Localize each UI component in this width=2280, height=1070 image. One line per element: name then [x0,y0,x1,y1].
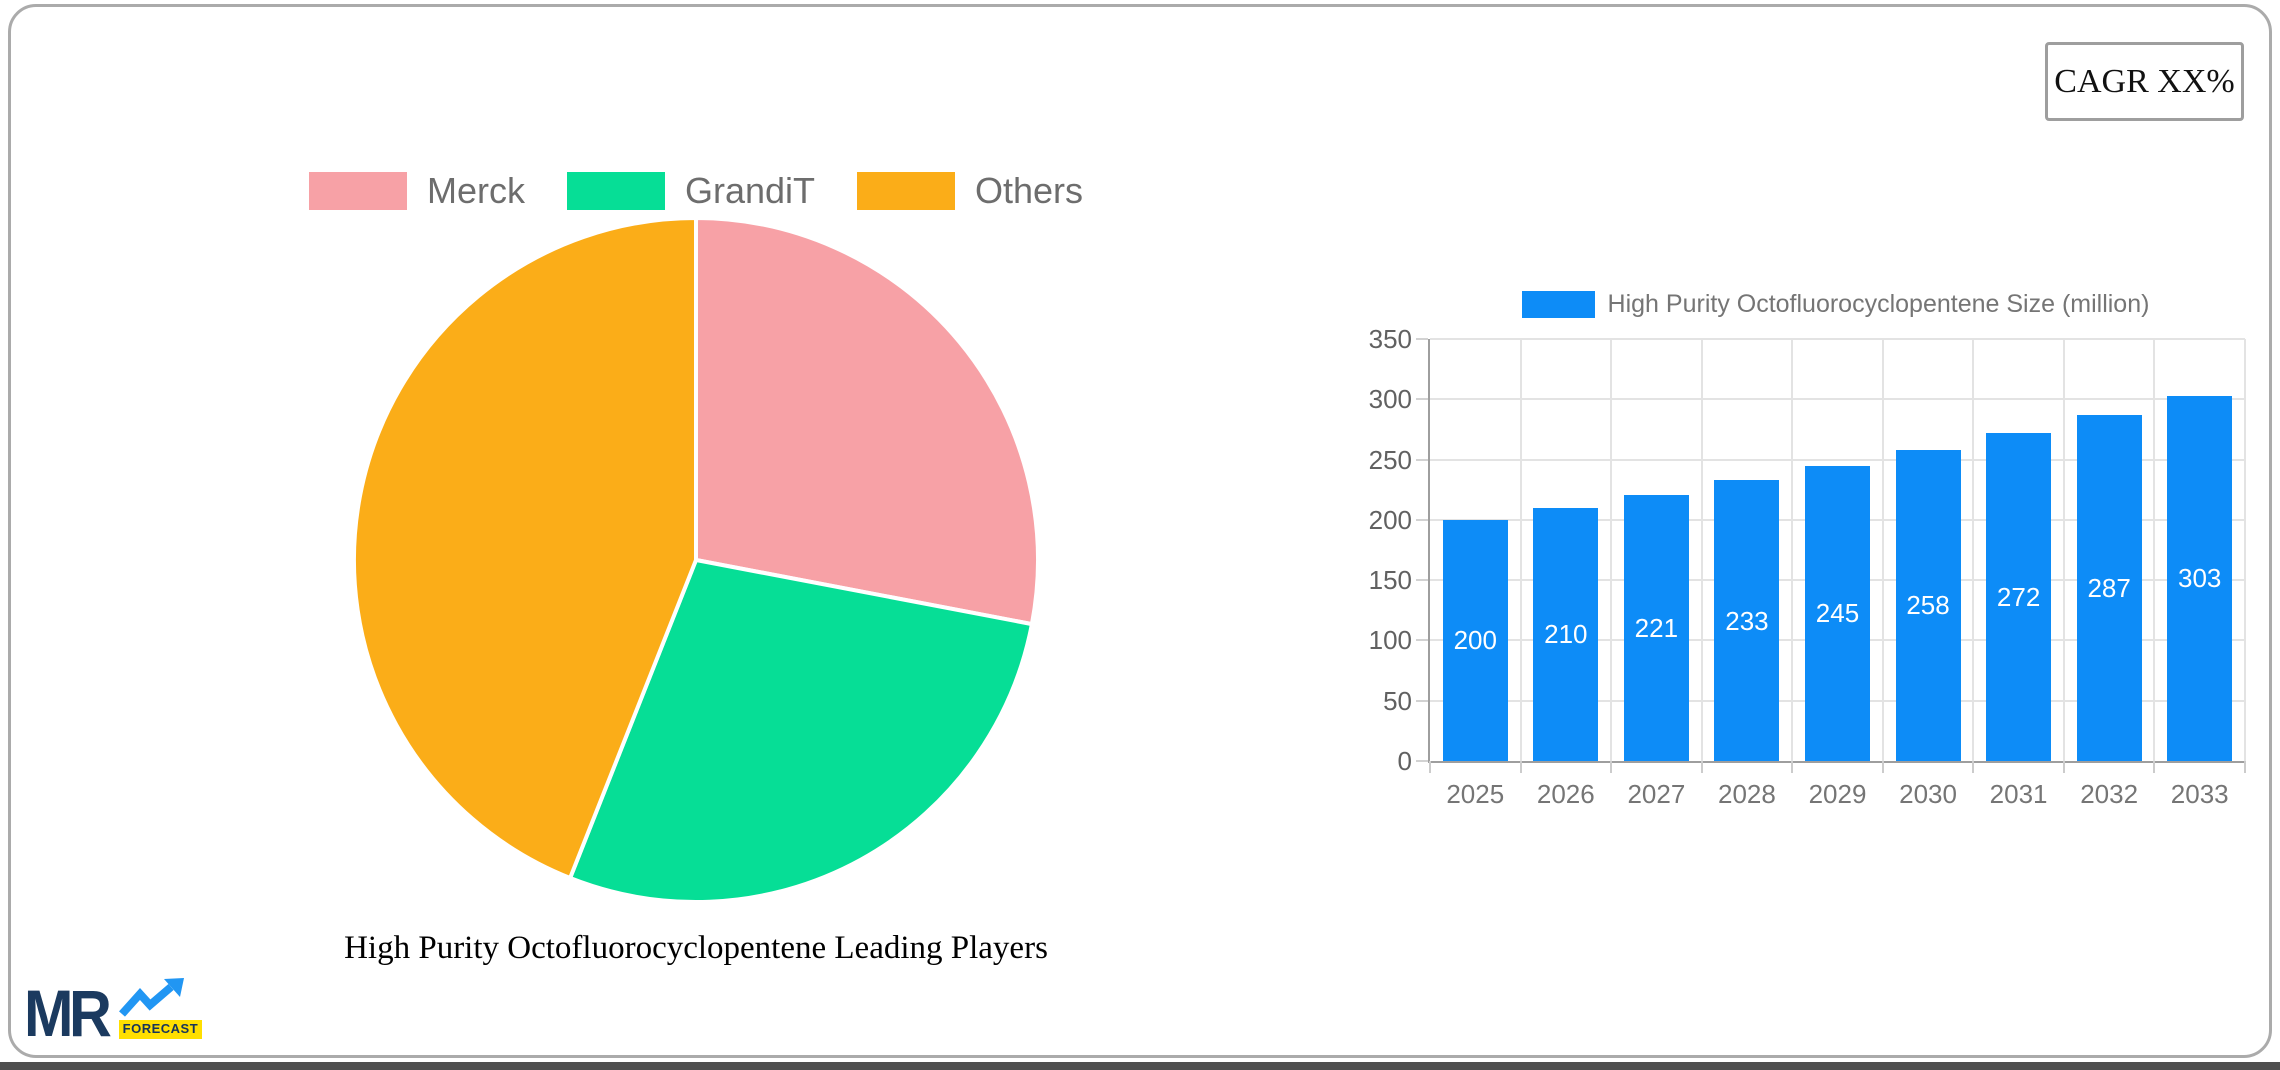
gridline-x [2153,339,2156,761]
bar-value-label: 200 [1453,625,1497,656]
x-axis-label-2031: 2031 [1989,779,2048,809]
pie-legend-swatch [566,172,665,210]
pie-legend-item-grandit[interactable]: GrandiT [566,170,815,212]
pie-legend-swatch [308,172,407,210]
x-axis-label-2025: 2025 [1446,779,1505,809]
y-axis-label-250: 250 [1368,444,1412,475]
pie-chart-title: High Purity Octofluorocyclopentene Leadi… [344,930,1048,966]
bar-legend-swatch [1521,291,1595,318]
gridline-y-250 [1430,458,2245,461]
y-axis-label-300: 300 [1368,384,1412,415]
logo-forecast-text: FORECAST [118,1020,203,1039]
y-tick-mark [1416,699,1428,702]
gridline-x [1610,339,1613,761]
y-axis-label-0: 0 [1397,746,1412,776]
gridline-x [1881,339,1884,761]
logo-mr-text: MR [24,976,112,1050]
pie-legend-label: Merck [426,170,525,211]
bar-value-label: 233 [1725,605,1769,636]
x-tick-mark [1972,761,1975,773]
x-axis-label-2026: 2026 [1536,779,1595,809]
bar-2025[interactable]: 200 [1442,519,1508,761]
gridline-x [1972,339,1975,761]
x-tick-mark [1791,761,1794,773]
y-tick-mark [1416,639,1428,642]
x-tick-mark [2244,761,2246,773]
x-tick-mark [1519,761,1522,773]
pie-slice-others[interactable] [351,216,698,880]
gridline-x [1700,339,1703,761]
x-axis-label-2030: 2030 [1899,779,1957,809]
bar-2027[interactable]: 221 [1623,494,1689,761]
pie-legend-label: Others [975,170,1084,211]
gridline-x [1519,339,1522,761]
y-axis-label-100: 100 [1368,625,1412,656]
x-axis-label-2028: 2028 [1718,779,1776,809]
y-tick-mark [1416,579,1428,582]
gridline-y-300 [1430,398,2245,401]
y-tick-mark [1416,760,1428,762]
bar-2033[interactable]: 303 [2167,395,2233,761]
gridline-x [2062,339,2065,761]
pie-legend: Merck GrandiT Others [246,170,1146,212]
y-axis-label-50: 50 [1383,685,1412,716]
y-axis-label-150: 150 [1368,565,1412,596]
cagr-badge: CAGR XX% [2045,42,2244,121]
x-tick-mark [1429,761,1431,773]
pie-chart [351,216,1040,904]
y-tick-mark [1416,518,1428,521]
y-axis-label-200: 200 [1368,504,1412,535]
x-tick-mark [1700,761,1703,773]
bar-value-label: 303 [2178,563,2222,594]
gridline-y-350 [1430,338,2245,340]
bar-value-label: 245 [1815,598,1860,629]
x-axis-label-2029: 2029 [1808,779,1867,809]
bar-legend-label: High Purity Octofluorocyclopentene Size … [1607,290,2150,318]
bar-value-label: 258 [1906,590,1950,621]
pie-slice-merck[interactable] [694,216,1040,627]
pie-slice-grandit[interactable] [568,558,1034,904]
bar-2028[interactable]: 233 [1714,480,1780,761]
gridline-x [1791,339,1794,761]
x-tick-mark [2153,761,2156,773]
mrforecast-logo: MR FORECAST [24,976,203,1050]
x-axis-label-2032: 2032 [2080,779,2139,809]
bottom-edge-bar [0,1062,2280,1070]
bar-2030[interactable]: 258 [1895,449,1961,761]
y-tick-mark [1416,458,1428,461]
x-axis-label-2033: 2033 [2170,779,2229,809]
bar-value-label: 272 [1996,582,2041,613]
bar-value-label: 287 [2087,572,2131,603]
cagr-label: CAGR XX% [2054,62,2235,100]
gridline-x [2244,339,2246,761]
bar-value-label: 221 [1634,612,1679,643]
x-tick-mark [1610,761,1613,773]
bar-2026[interactable]: 210 [1533,507,1599,761]
y-axis-label-350: 350 [1368,324,1412,354]
x-axis-label-2027: 2027 [1627,779,1686,809]
bar-value-label: 210 [1544,619,1588,650]
pie-legend-item-merck[interactable]: Merck [308,170,525,212]
y-tick-mark [1416,338,1428,340]
x-tick-mark [2062,761,2065,773]
bar-plot-area: 0 50 100 150 200 250 300 350 200 2025 210 2026 221 20… [1369,324,2246,809]
pie-legend-item-others[interactable]: Others [857,170,1083,212]
bar-2032[interactable]: 287 [2076,414,2142,761]
trend-arrow-icon [118,978,184,1017]
pie-legend-swatch [857,172,955,210]
bar-2031[interactable]: 272 [1986,433,2052,761]
y-tick-mark [1416,398,1428,401]
bar-2029[interactable]: 245 [1805,465,1870,761]
x-tick-mark [1881,761,1884,773]
pie-legend-label: GrandiT [684,170,815,211]
bar-legend[interactable]: High Purity Octofluorocyclopentene Size … [1428,290,2243,319]
